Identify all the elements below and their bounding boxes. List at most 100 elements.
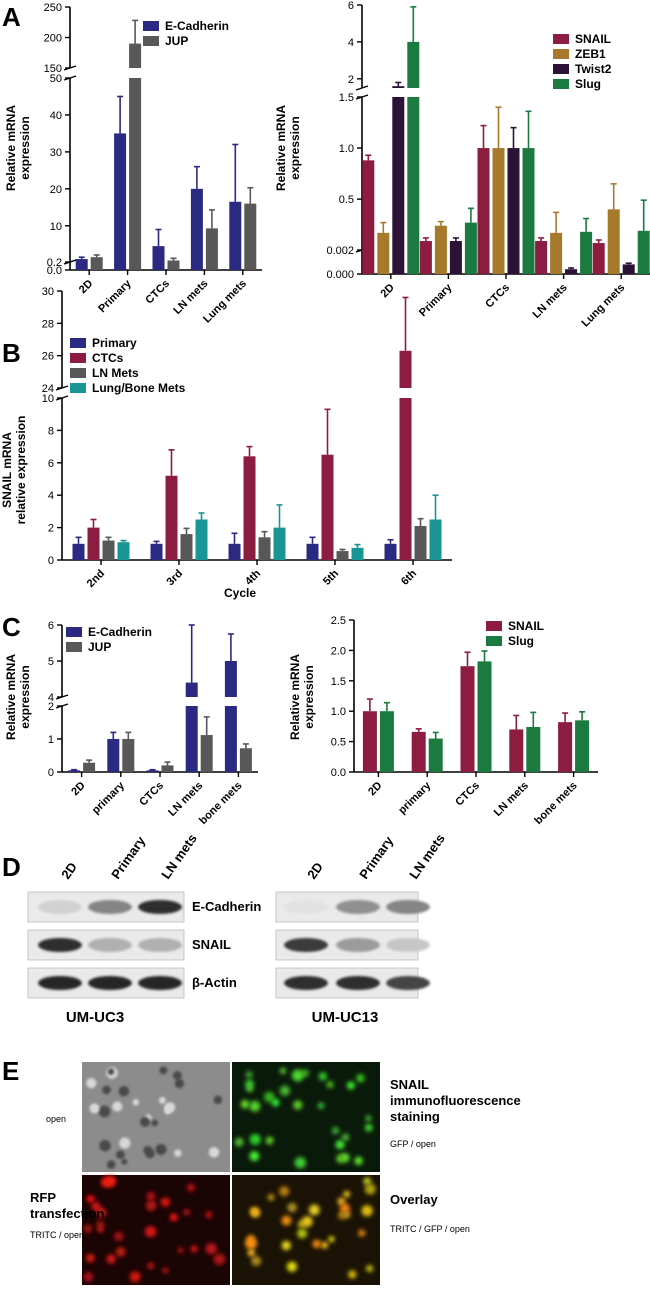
cell	[160, 1197, 171, 1207]
legend-swatch	[553, 34, 569, 44]
bar	[419, 241, 432, 274]
bar	[592, 243, 605, 274]
cell	[335, 1140, 345, 1150]
micrograph-title: SNAIL immunofluorescence staining	[390, 1077, 521, 1124]
axis-break-mark	[55, 395, 69, 401]
cell	[364, 1123, 373, 1132]
cell	[348, 1270, 357, 1279]
y-axis-title: Relative mRNAexpression	[4, 105, 32, 191]
cell	[249, 1151, 260, 1162]
legend-swatch	[70, 338, 86, 348]
bar	[509, 729, 524, 772]
bar	[229, 201, 242, 270]
panel-label-c: C	[2, 612, 21, 642]
blot-band	[386, 900, 430, 914]
panel-label-b: B	[2, 338, 21, 368]
cell	[162, 1267, 169, 1274]
band-label: E-Cadherin	[192, 899, 261, 914]
blot-band	[284, 938, 328, 952]
cell	[144, 1225, 157, 1238]
cell	[281, 1240, 291, 1251]
bar	[150, 543, 163, 560]
cell	[85, 1253, 95, 1263]
x-tick-label: 2D	[77, 278, 95, 296]
bar	[637, 230, 650, 274]
bar	[429, 519, 442, 560]
cell	[267, 1193, 275, 1201]
cell	[106, 1254, 116, 1264]
y-tick-label: 2.0	[331, 645, 346, 657]
cell	[249, 1133, 261, 1145]
cell	[151, 1119, 159, 1127]
cell	[271, 1098, 280, 1107]
legend-swatch	[143, 36, 159, 46]
cell	[113, 1231, 124, 1242]
chart-a2-emt-factors: 0.000 0.002 0.5 1.0 1.5 2 4 6 2D Primary CTCs LN me…	[274, 0, 650, 329]
bar	[185, 682, 198, 772]
cell	[155, 1143, 167, 1155]
axis-break-mark	[63, 259, 77, 265]
legend-label: Slug	[575, 77, 601, 91]
y-tick-label: 4	[48, 490, 54, 502]
cell	[91, 1201, 101, 1211]
legend-swatch	[553, 79, 569, 89]
bar	[224, 661, 237, 772]
lane-label: 2D	[304, 859, 326, 881]
cell	[115, 1246, 126, 1257]
legend-label: E-Cadherin	[88, 625, 152, 639]
cell	[132, 1099, 140, 1106]
y-tick-label: 40	[50, 110, 62, 122]
blot-band	[386, 938, 430, 952]
x-tick-label: primary	[90, 779, 128, 817]
cell	[331, 1126, 340, 1135]
y-tick-label: 0.0	[331, 767, 346, 779]
bar	[321, 454, 334, 560]
x-tick-label: LN mets	[171, 278, 210, 317]
cell	[361, 1205, 373, 1217]
bar	[205, 228, 218, 270]
x-tick-label: Primary	[96, 277, 134, 315]
y-tick-label: 1.0	[339, 143, 354, 155]
lane-label: 2D	[58, 859, 80, 881]
cell	[145, 1200, 157, 1211]
y-tick-label: 2	[48, 523, 54, 535]
legend-swatch	[70, 353, 86, 363]
microscopy-panel: open SNAIL immunofluorescence staining GFP /…	[30, 1062, 521, 1285]
y-tick-label: 6	[48, 620, 54, 632]
cell	[208, 1147, 220, 1158]
cell	[99, 1140, 111, 1152]
x-tick-label: CTCs	[483, 282, 512, 311]
blot-band	[88, 976, 132, 990]
y-tick-label: 0.000	[326, 269, 354, 281]
bar	[165, 475, 178, 560]
bar	[384, 543, 397, 560]
x-tick-label: 4th	[243, 567, 263, 587]
y-tick-label: 2	[348, 74, 354, 86]
micrograph-caption: TRITC / GFP / open	[390, 1224, 470, 1234]
legend-label: Twist2	[575, 62, 612, 76]
cell	[328, 1236, 335, 1243]
cell	[106, 1160, 116, 1169]
x-tick-label: primary	[396, 779, 434, 817]
cell	[346, 1081, 355, 1090]
bar	[414, 525, 427, 560]
bar	[362, 711, 377, 772]
y-axis-title: Relative mRNAexpression	[288, 654, 316, 740]
bar	[336, 551, 349, 560]
y-tick-label: 0.5	[331, 737, 346, 749]
cell	[317, 1102, 325, 1109]
cell	[245, 1071, 253, 1079]
blot-band	[284, 976, 328, 990]
bar	[107, 739, 120, 772]
cell	[337, 1211, 346, 1220]
bar	[407, 41, 420, 275]
cell	[250, 1207, 259, 1216]
cell	[100, 1177, 112, 1188]
axis-break-mark	[355, 94, 369, 100]
y-tick-label: 1.0	[331, 706, 346, 718]
cell	[341, 1133, 350, 1142]
x-tick-label: CTCs	[143, 278, 172, 307]
bar	[152, 246, 165, 270]
